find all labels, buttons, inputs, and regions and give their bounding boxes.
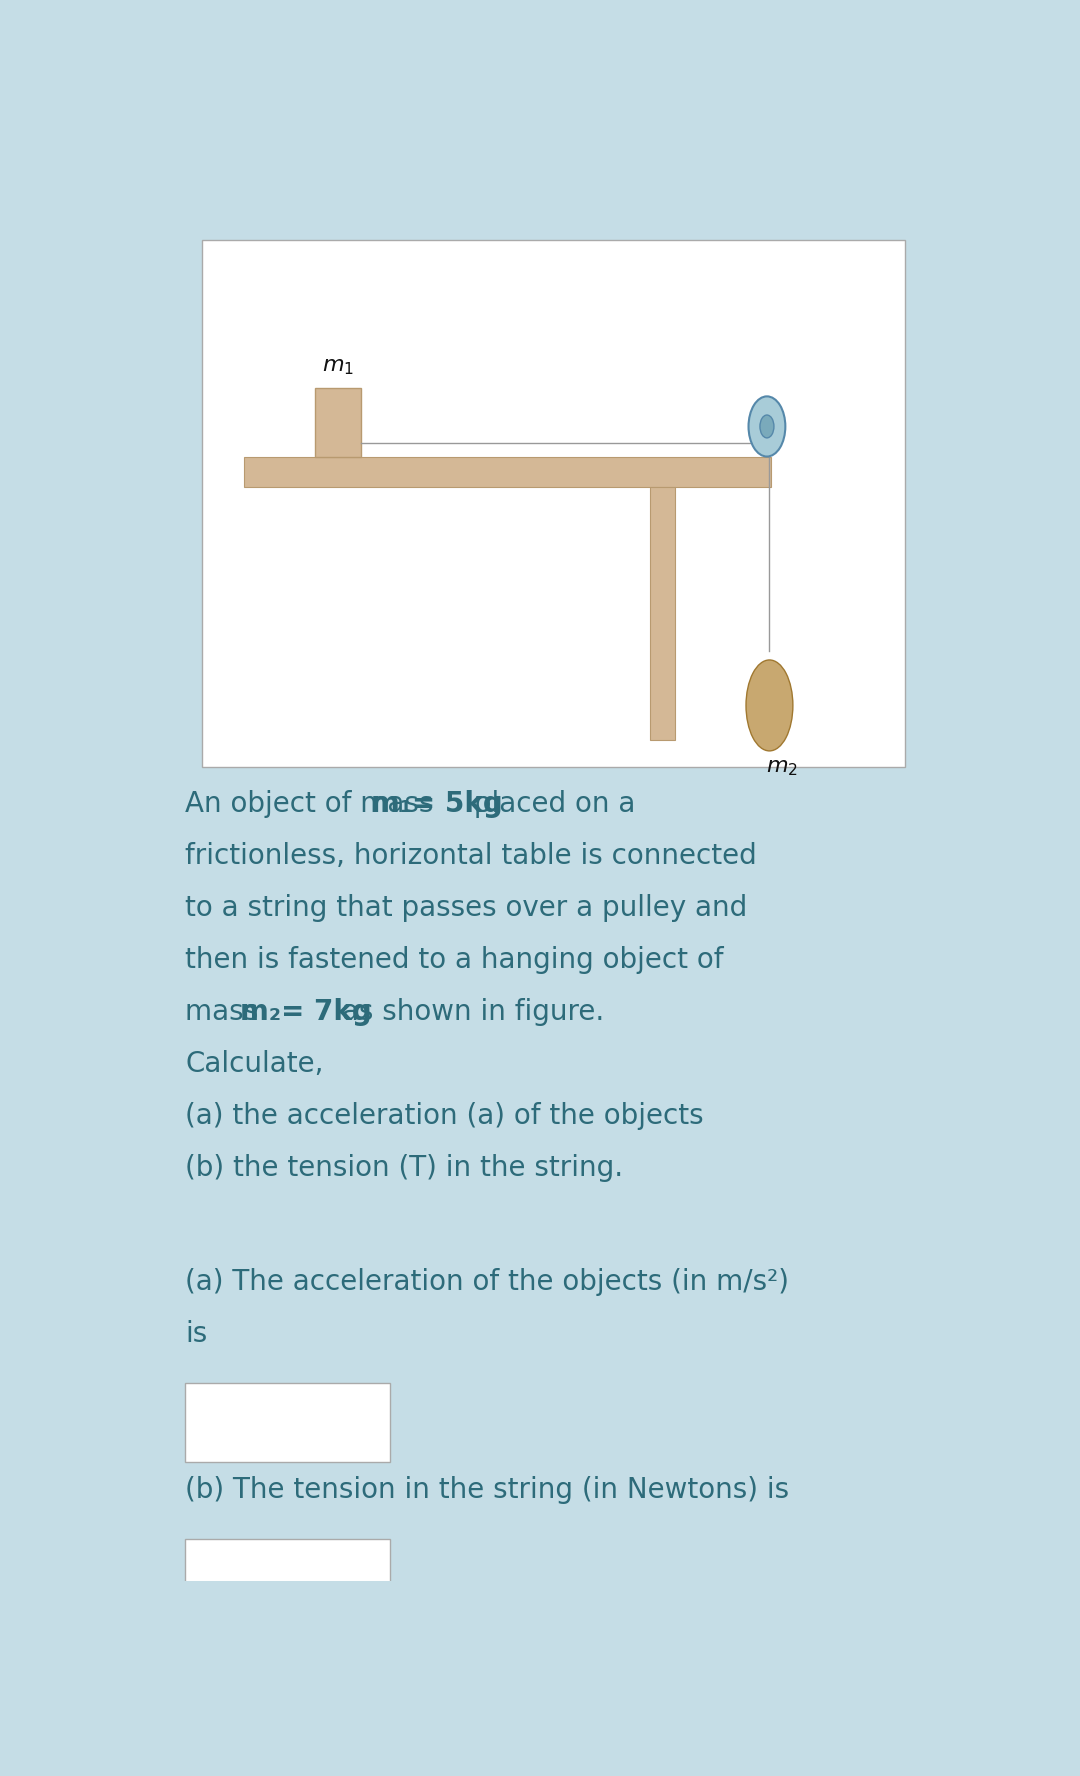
Text: (a) the acceleration (a) of the objects: (a) the acceleration (a) of the objects (186, 1101, 704, 1130)
Text: to a string that passes over a pulley and: to a string that passes over a pulley an… (186, 893, 747, 922)
Text: is: is (186, 1320, 207, 1348)
Text: m₁= 5kg: m₁= 5kg (372, 790, 503, 819)
Text: (b) the tension (T) in the string.: (b) the tension (T) in the string. (186, 1154, 623, 1183)
FancyBboxPatch shape (186, 1384, 390, 1462)
Text: placed on a: placed on a (464, 790, 635, 819)
Text: (b) The tension in the string (in Newtons) is: (b) The tension in the string (in Newton… (186, 1476, 789, 1504)
Text: mass: mass (186, 998, 267, 1027)
Bar (315, 389, 361, 456)
Bar (650, 487, 675, 739)
Text: frictionless, horizontal table is connected: frictionless, horizontal table is connec… (186, 842, 757, 870)
Ellipse shape (746, 661, 793, 751)
Circle shape (760, 416, 774, 439)
FancyBboxPatch shape (186, 1538, 390, 1618)
Text: as shown in figure.: as shown in figure. (334, 998, 605, 1027)
Circle shape (748, 396, 785, 456)
Text: $m_2$: $m_2$ (766, 758, 798, 778)
Bar (244, 456, 771, 487)
Text: An object of mass: An object of mass (186, 790, 443, 819)
Text: Calculate,: Calculate, (186, 1050, 324, 1078)
Text: $m_1$: $m_1$ (322, 357, 354, 377)
Text: (a) The acceleration of the objects (in m/s²): (a) The acceleration of the objects (in … (186, 1268, 789, 1296)
Text: m₂= 7kg: m₂= 7kg (240, 998, 372, 1027)
FancyBboxPatch shape (202, 240, 905, 767)
Text: then is fastened to a hanging object of: then is fastened to a hanging object of (186, 947, 724, 973)
